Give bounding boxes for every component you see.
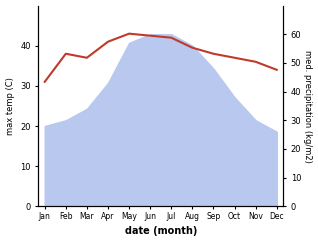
Y-axis label: max temp (C): max temp (C) xyxy=(5,77,15,135)
X-axis label: date (month): date (month) xyxy=(125,227,197,236)
Y-axis label: med. precipitation (kg/m2): med. precipitation (kg/m2) xyxy=(303,50,313,162)
